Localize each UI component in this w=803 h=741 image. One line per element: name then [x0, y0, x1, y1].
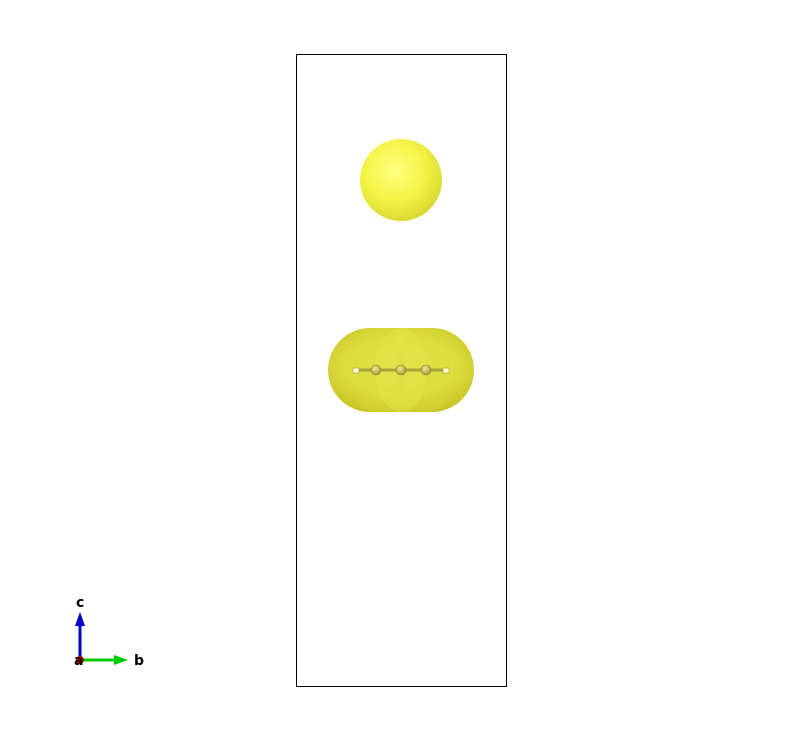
- molecule: [352, 364, 450, 376]
- atom: [370, 364, 382, 376]
- unit-cell-outline: [296, 54, 507, 687]
- b-axis-arrowhead: [114, 655, 128, 665]
- isosurface-sphere: [360, 139, 442, 221]
- axes-triad: c b a: [74, 595, 144, 669]
- c-axis-label: c: [76, 595, 84, 611]
- a-axis-dot: [76, 656, 84, 664]
- end-atom: [352, 367, 360, 374]
- atom: [420, 364, 432, 376]
- atom: [395, 364, 407, 376]
- c-axis-arrowhead: [75, 612, 85, 626]
- end-atom: [442, 367, 450, 374]
- b-axis-label: b: [134, 653, 144, 669]
- a-axis-label: a: [74, 653, 83, 669]
